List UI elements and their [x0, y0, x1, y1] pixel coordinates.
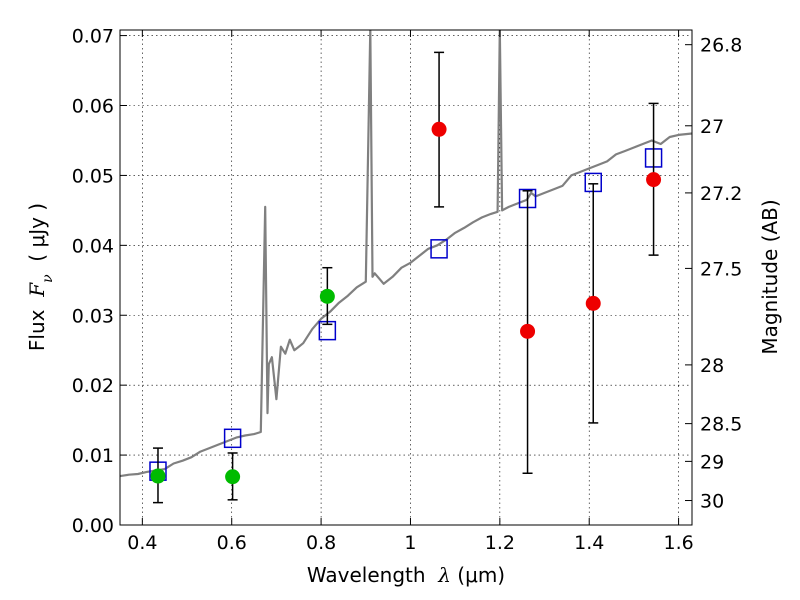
observed-point: [585, 295, 601, 311]
x-axis-title: Wavelength λ (μm): [307, 563, 505, 587]
y-tick-label: 0.02: [72, 375, 114, 397]
model-square-point: [223, 428, 242, 449]
right-tick-label: 27.2: [700, 183, 742, 205]
data-points: [149, 51, 663, 504]
x-tick-label: 0.4: [127, 532, 157, 554]
right-tick-label: 28.5: [700, 414, 742, 436]
y-tick-label: 0.00: [72, 515, 114, 537]
y-tick-label: 0.03: [72, 305, 114, 327]
grid: [120, 30, 692, 526]
y-tick-label: 0.05: [72, 165, 114, 187]
right-tick-label: 30: [700, 491, 724, 513]
x-tick-label: 1.4: [574, 532, 604, 554]
x-axis-title-symbol: λ: [437, 563, 451, 587]
x-tick-label: 0.6: [217, 532, 247, 554]
observed-point: [520, 323, 536, 339]
y-axis-title-symbol: F: [25, 282, 49, 298]
plot-frame: [119, 29, 693, 526]
observed-point: [225, 469, 241, 485]
x-tick-label: 1.2: [485, 532, 515, 554]
observed-point: [431, 121, 447, 137]
x-axis-title-prefix: Wavelength: [307, 563, 438, 587]
plot-area: [120, 30, 692, 525]
y-tick-label: 0.04: [72, 235, 114, 257]
x-tick-label: 0.8: [306, 532, 336, 554]
right-tick-label: 28: [700, 355, 724, 377]
right-tick-label: 26.8: [700, 35, 742, 57]
y-axis-title-unit: ( μJy ): [25, 203, 49, 275]
y-axis-title-sub: ν: [40, 274, 56, 283]
model-square-point: [430, 239, 448, 259]
axis-ticks: 0.4 0.6 0.8 1 1.2 1.4 1.6 0.00 0.01 0.02 0.03 0.04 0…: [72, 26, 743, 554]
x-tick-label: 1: [404, 532, 416, 554]
observed-point: [150, 468, 166, 484]
model-spectrum: [120, 30, 692, 478]
right-tick-label: 29: [700, 451, 724, 473]
right-tick-label: 27: [700, 116, 724, 138]
spectrum-line: [120, 30, 692, 478]
observed-point: [319, 288, 335, 304]
y-tick-label: 0.06: [72, 96, 114, 118]
y-tick-label: 0.01: [72, 445, 114, 467]
y-axis-title: Flux Fν ( μJy ): [25, 203, 56, 351]
right-axis-title: Magnitude (AB): [758, 199, 782, 354]
observed-point: [646, 172, 662, 188]
x-axis-title-unit: (μm): [451, 563, 505, 587]
right-tick-label: 27.5: [700, 258, 742, 280]
y-tick-label: 0.07: [72, 26, 114, 48]
y-axis-title-prefix: Flux: [25, 297, 49, 351]
x-tick-label: 1.6: [663, 532, 693, 554]
